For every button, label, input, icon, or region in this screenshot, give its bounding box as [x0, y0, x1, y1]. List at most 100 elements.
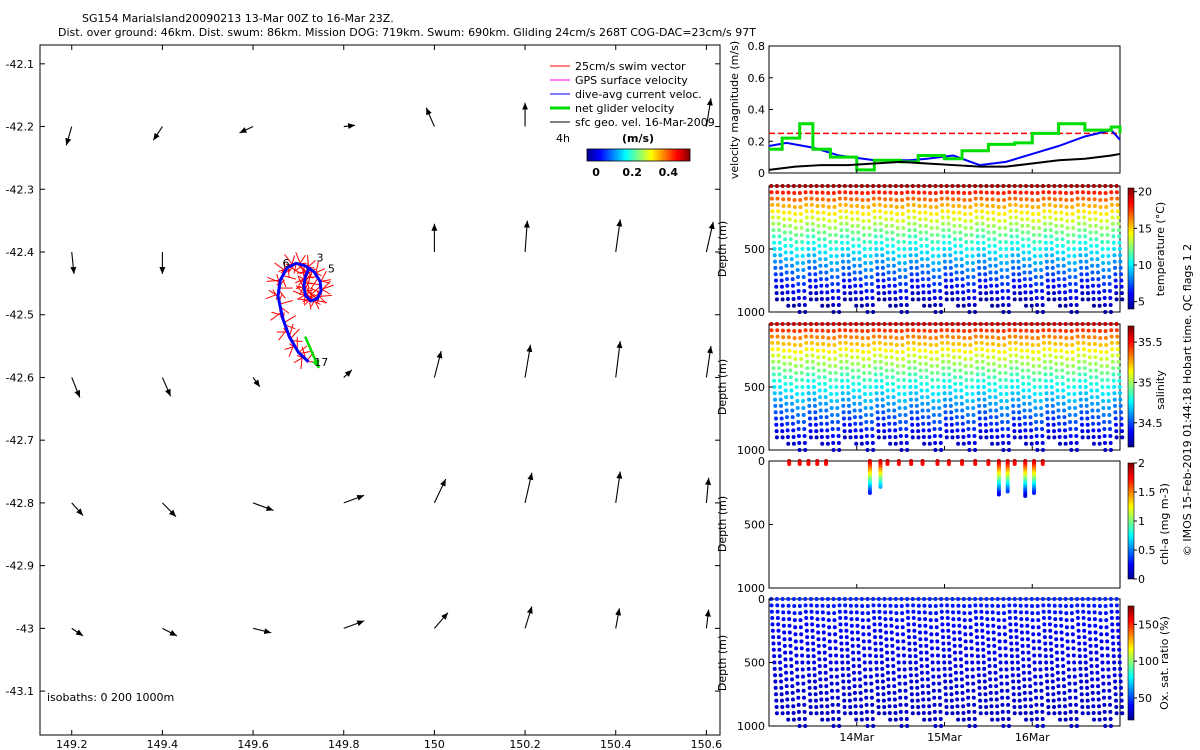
section-sample [833, 371, 838, 375]
section-sample [968, 625, 973, 630]
section-sample [803, 322, 808, 326]
section-sample [1076, 353, 1081, 358]
section-sample [1070, 350, 1075, 354]
section-sample [971, 420, 976, 424]
section-sample [826, 604, 831, 609]
section-sample [1067, 261, 1072, 265]
section-sample [929, 357, 934, 361]
section-sample [930, 660, 935, 665]
section-sample [1075, 202, 1080, 207]
section-sample [783, 381, 788, 386]
section-sample [1107, 420, 1112, 424]
section-sample [853, 710, 858, 715]
dac-track-line [276, 261, 323, 363]
section-sample [1052, 197, 1057, 202]
section-sample [939, 724, 944, 728]
section-sample [775, 340, 780, 345]
section-sample [1054, 375, 1059, 380]
section-sample [872, 628, 877, 633]
section-sample [830, 434, 835, 438]
section-sample [885, 657, 890, 662]
section-sample [771, 228, 776, 233]
section-sample [1014, 215, 1019, 220]
section-sample [1074, 310, 1079, 314]
section-sample [794, 660, 799, 665]
section-sample [1116, 353, 1121, 358]
section-sample [820, 197, 825, 202]
section-sample [961, 710, 966, 715]
section-sample [1025, 623, 1030, 628]
section-sample [857, 388, 862, 393]
section-sample [1091, 710, 1096, 715]
section-sample [888, 597, 893, 601]
section-sample [777, 654, 782, 659]
section-sample [855, 348, 860, 353]
section-sample [809, 196, 814, 201]
section-sample [818, 257, 823, 262]
section-sample [781, 617, 786, 622]
section-sample [801, 268, 806, 272]
section-sample [1071, 653, 1076, 658]
section-sample [849, 348, 854, 353]
section-sample [1057, 283, 1062, 288]
section-sample [948, 253, 953, 258]
section-sample [1115, 616, 1120, 621]
section-sample [810, 347, 815, 352]
section-sample [1007, 202, 1012, 207]
section-sample [918, 630, 923, 635]
section-sample [1039, 282, 1044, 286]
section-sample [958, 643, 963, 648]
section-sample [826, 336, 831, 340]
section-sample [1025, 361, 1030, 366]
section-sample [1073, 413, 1078, 417]
section-sample [1080, 190, 1085, 195]
section-sample [825, 184, 830, 188]
section-sample [1080, 429, 1085, 434]
section-sample [845, 641, 850, 646]
section-sample [896, 240, 901, 244]
section-sample [980, 221, 985, 226]
section-sample [1028, 277, 1033, 282]
section-sample [1052, 184, 1057, 188]
section-sample [1114, 429, 1119, 434]
section-sample [787, 203, 792, 208]
section-sample [1091, 435, 1096, 440]
section-sample [1066, 653, 1071, 658]
section-sample [929, 646, 934, 651]
section-sample [823, 401, 828, 406]
velocity-series-line [768, 152, 1121, 171]
section-sample [852, 690, 857, 695]
section-sample [867, 632, 872, 637]
section-sample [975, 366, 980, 371]
section-sample [871, 328, 876, 333]
section-sample [913, 240, 918, 245]
section-sample [896, 646, 901, 651]
section-sample [922, 597, 927, 601]
section-sample [1094, 375, 1099, 380]
section-sample [963, 212, 968, 216]
section-sample [1013, 196, 1018, 201]
section-sample [871, 597, 876, 601]
section-sample [825, 704, 830, 709]
section-sample [1082, 641, 1087, 646]
section-sample [927, 435, 932, 440]
section-sample [985, 197, 990, 202]
section-sample [952, 375, 957, 380]
section-sample [1057, 297, 1062, 302]
section-sample [1082, 366, 1087, 371]
section-sample [1117, 372, 1122, 377]
section-sample [1085, 704, 1090, 709]
section-sample [1024, 184, 1029, 188]
section-sample [912, 209, 917, 214]
section-sample [1096, 697, 1101, 702]
section-sample [889, 617, 894, 622]
section-sample [842, 597, 847, 601]
section-sample [1108, 322, 1113, 326]
section-sample [1059, 361, 1064, 366]
section-sample [960, 415, 965, 420]
section-sample [866, 198, 871, 202]
section-sample [894, 618, 899, 623]
section-sample [801, 406, 806, 410]
section-sample [997, 364, 1002, 368]
section-sample [1039, 688, 1044, 693]
